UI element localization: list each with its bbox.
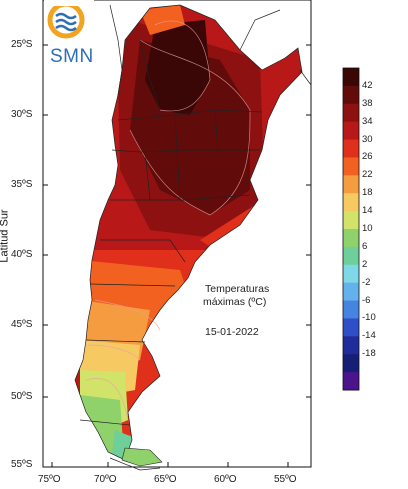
legend-title-line1: Temperaturas <box>205 283 270 295</box>
lon-tick-60: 60ºO <box>214 474 237 485</box>
lat-tick-35: 35ºS <box>11 179 33 190</box>
lon-tick-65: 65ºO <box>154 474 177 485</box>
colorbar-tick-label: -2 <box>362 276 371 288</box>
lat-tick-55: 55ºS <box>11 459 33 470</box>
axis-ticks <box>43 44 311 467</box>
colorbar-swatch <box>343 103 359 123</box>
lat-tick-30: 30ºS <box>11 109 33 120</box>
colorbar-swatch <box>343 264 359 284</box>
tierra-del-fuego <box>121 447 163 467</box>
colorbar-tick-label: 34 <box>362 115 373 127</box>
lat-tick-25: 25ºS <box>11 39 33 50</box>
colorbar-swatch <box>343 85 359 105</box>
colorbar-tick-label: 26 <box>362 151 373 163</box>
colorbar-tick-label: -14 <box>362 330 376 342</box>
isotherm-lines <box>85 20 251 421</box>
colorbar-tick-label: 14 <box>362 205 373 217</box>
colorbar-swatch <box>343 211 359 230</box>
colorbar-swatch <box>343 139 359 158</box>
colorbar-swatch <box>343 246 359 266</box>
colorbar-swatch <box>343 372 359 391</box>
colorbar-swatch <box>343 318 359 337</box>
colorbar-swatch <box>343 354 359 373</box>
colorbar-swatch <box>343 193 359 212</box>
colorbar-tick-label: 22 <box>362 169 373 181</box>
country-borders <box>109 4 312 471</box>
smn-logo-text: SMN <box>50 46 94 67</box>
colorbar-tick-label: -10 <box>362 312 376 324</box>
lat-tick-50: 50ºS <box>11 391 33 402</box>
lat-tick-40: 40ºS <box>11 249 33 260</box>
colorbar-tick-label: 30 <box>362 133 373 145</box>
colorbar-tick-label: -6 <box>362 294 371 306</box>
y-axis-label: Latitud Sur <box>0 209 11 263</box>
colorbar-swatch <box>343 229 359 248</box>
colorbar-tick-label: 6 <box>362 240 368 252</box>
colorbar-swatch <box>343 121 359 141</box>
legend-title-line2: máximas (ºC) <box>203 296 267 308</box>
colorbar-tick-label: 10 <box>362 223 373 234</box>
temperature-field <box>75 5 302 460</box>
colorbar-swatch <box>343 157 359 176</box>
map-date: 15-01-2022 <box>205 326 259 338</box>
colorbar-border <box>342 67 360 391</box>
smn-logo-emblem <box>44 0 94 39</box>
lon-tick-55: 55ºO <box>274 474 297 485</box>
lon-tick-75: 75ºO <box>38 474 61 485</box>
province-borders <box>74 4 303 461</box>
colorbar-tick-label: 42 <box>362 79 373 91</box>
colorbar-tick-label: 18 <box>362 187 373 199</box>
colorbar-tick-label: -18 <box>362 348 376 360</box>
colorbar-tick-label: 38 <box>362 97 373 109</box>
lat-tick-45: 45ºS <box>11 319 33 330</box>
lon-tick-70: 70ºO <box>94 474 117 485</box>
colorbar-swatch <box>343 175 359 194</box>
colorbar-swatch <box>343 336 359 355</box>
colorbar-tick-label: 2 <box>362 258 368 270</box>
colorbar-swatch <box>343 282 359 302</box>
colorbar-swatch <box>343 300 359 319</box>
colorbar <box>342 67 360 391</box>
colorbar-swatch <box>343 68 359 87</box>
